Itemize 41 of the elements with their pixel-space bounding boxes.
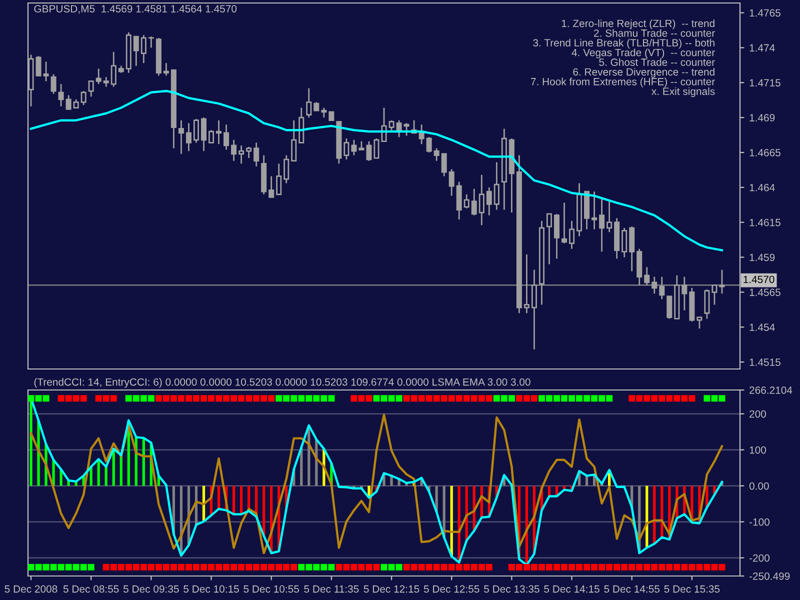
y-tick-label: 1.474	[750, 44, 775, 52]
y-tick-label: 1.4615	[750, 218, 780, 226]
x-tick-label: 5 Dec 2008	[4, 585, 58, 593]
x-tick-label: 5 Dec 12:15	[364, 585, 420, 593]
y-tick-label: -200	[749, 554, 770, 562]
y-tick-label: 1.469	[750, 114, 775, 122]
x-tick-label: 5 Dec 10:55	[244, 585, 299, 593]
annotation: 3. Trend Line Break (TLB/HTLB) -- both	[533, 38, 714, 49]
y-tick-label: 1.4515	[750, 358, 780, 366]
chart-title: GBPUSD,M5 1.4569 1.4581 1.4564 1.4570	[34, 5, 237, 14]
x-tick-label: 5 Dec 14:55	[604, 585, 660, 593]
y-tick-label: 1.4715	[750, 79, 780, 87]
annotation: 7. Hook from Extremes (HFE) -- counter	[530, 78, 715, 88]
annotation: 4. Vegas Trade (VT) -- counter	[572, 48, 715, 58]
x-tick-label: 5 Dec 11:35	[304, 585, 359, 593]
ref-line-label: 1.4570	[744, 276, 774, 284]
x-tick-label: 5 Dec 12:55	[424, 585, 480, 593]
y-tick-label: 1.4665	[750, 148, 780, 156]
annotation: 6. Reverse Divergence -- trend	[573, 68, 714, 78]
y-tick-label: 266.2104	[750, 386, 792, 394]
y-tick-label: 200	[750, 410, 766, 418]
chart-title: (TrendCCI: 14, EntryCCI: 6) 0.0000 0.0000 10.5203 0.0000 10.5203 109.6774 0.0000 LSMA EMA 3.00 3.00	[34, 378, 530, 388]
y-tick-label: 1.454	[750, 324, 775, 331]
y-tick-label: 1.464	[750, 184, 775, 192]
y-tick-label: 1.4765	[750, 9, 780, 17]
y-tick-label: -250.499	[749, 572, 790, 580]
annotation: 2. Shamu Trade -- counter	[594, 29, 715, 37]
x-tick-label: 5 Dec 13:35	[484, 585, 540, 593]
x-tick-label: 5 Dec 08:55	[63, 585, 119, 593]
annotation: 1. Zero-line Reject (ZLR) -- trend	[562, 19, 714, 30]
x-tick-label: 5 Dec 15:35	[664, 585, 720, 593]
annotation: x. Exit signals	[652, 87, 715, 98]
y-tick-label: 100	[750, 446, 766, 454]
x-tick-label: 5 Dec 10:15	[184, 585, 239, 593]
y-tick-label: 1.4565	[750, 288, 780, 296]
y-tick-label: 1.459	[750, 254, 775, 262]
y-tick-label: -100	[749, 518, 770, 526]
y-tick-label: 0.00	[749, 482, 769, 490]
annotation: 5. Ghost Trade -- counter	[599, 58, 715, 66]
x-tick-label: 5 Dec 09:35	[124, 585, 179, 593]
x-tick-label: 5 Dec 14:15	[544, 585, 600, 593]
